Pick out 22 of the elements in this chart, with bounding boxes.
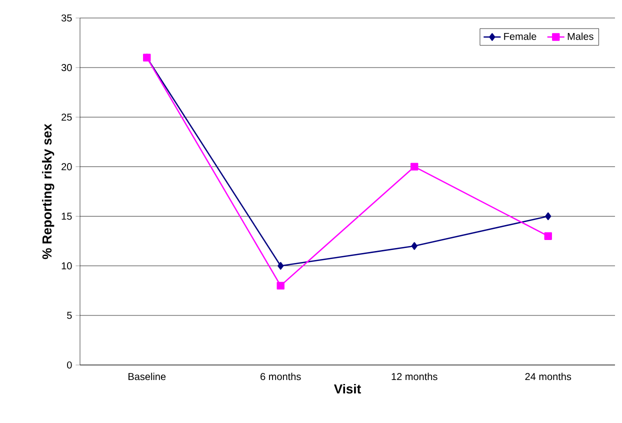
x-axis-title: Visit	[334, 384, 361, 394]
y-tick-label: 20	[62, 163, 72, 170]
x-tick-label: Baseline	[128, 372, 166, 380]
point	[410, 162, 418, 171]
legend-label: Males	[568, 32, 594, 40]
y-tick-label: 30	[61, 64, 72, 72]
y-tick-label: 5	[67, 312, 72, 319]
y-tick-label: 35	[61, 14, 72, 22]
point	[545, 212, 552, 220]
point	[544, 232, 552, 240]
legend-label: Female	[504, 32, 536, 40]
point	[278, 262, 284, 270]
x-tick-label: 12 months	[392, 372, 438, 380]
point	[276, 282, 284, 290]
x-tick-label: 24 months	[525, 372, 572, 380]
y-tick-label: 15	[62, 212, 72, 220]
y-tick-label: 0	[67, 361, 72, 369]
x-tick-label: 6 months	[260, 372, 301, 380]
point	[411, 242, 418, 250]
y-tick-label: 10	[62, 262, 72, 270]
y-tick-label: 25	[62, 114, 72, 121]
y-axis-title: % Reporting risky sex	[42, 124, 54, 260]
